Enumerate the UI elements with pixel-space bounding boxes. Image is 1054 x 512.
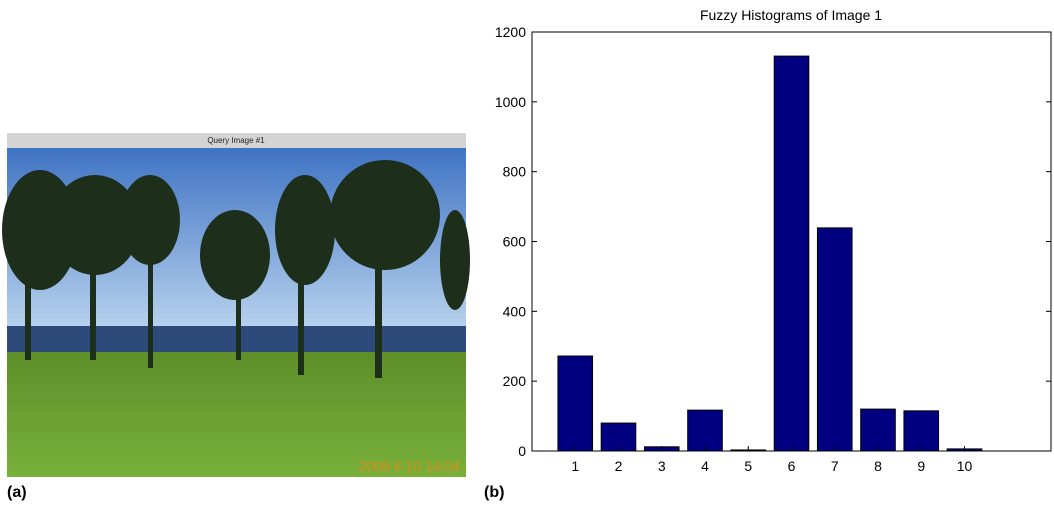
bar bbox=[903, 410, 940, 452]
image-title-bar bbox=[7, 133, 466, 148]
trees bbox=[2, 160, 470, 378]
panel-label: (a) bbox=[7, 484, 27, 501]
y-tick-label: 0 bbox=[518, 443, 526, 459]
x-tick-label: 1 bbox=[571, 458, 579, 474]
x-tick-label: 9 bbox=[917, 458, 925, 474]
x-tick-label: 3 bbox=[658, 458, 666, 474]
x-tick-label: 2 bbox=[615, 458, 623, 474]
x-tick-label: 7 bbox=[831, 458, 839, 474]
y-tick-label: 400 bbox=[503, 303, 527, 319]
x-tick-label: 4 bbox=[701, 458, 709, 474]
y-tick-label: 800 bbox=[503, 164, 527, 180]
x-tick-label: 5 bbox=[744, 458, 752, 474]
x-tick-label: 6 bbox=[788, 458, 796, 474]
bar bbox=[860, 408, 896, 452]
bar bbox=[687, 409, 723, 452]
chart-title: Fuzzy Histograms of Image 1 bbox=[700, 7, 882, 23]
y-tick-label: 200 bbox=[503, 373, 527, 389]
bar bbox=[773, 55, 810, 452]
panel-label: (b) bbox=[484, 484, 504, 501]
grass bbox=[7, 352, 466, 477]
y-tick-label: 600 bbox=[503, 234, 527, 250]
photo: Query Image #1 2008 6 10 14:04 bbox=[2, 133, 470, 477]
x-tick-label: 8 bbox=[874, 458, 882, 474]
x-tick-label: 10 bbox=[957, 458, 973, 474]
bar bbox=[557, 355, 594, 452]
image-title: Query Image #1 bbox=[207, 136, 265, 145]
y-tick-label: 1000 bbox=[495, 94, 526, 110]
timestamp: 2008 6 10 14:04 bbox=[359, 458, 460, 474]
bar bbox=[816, 227, 853, 452]
y-tick-label: 1200 bbox=[495, 24, 526, 40]
